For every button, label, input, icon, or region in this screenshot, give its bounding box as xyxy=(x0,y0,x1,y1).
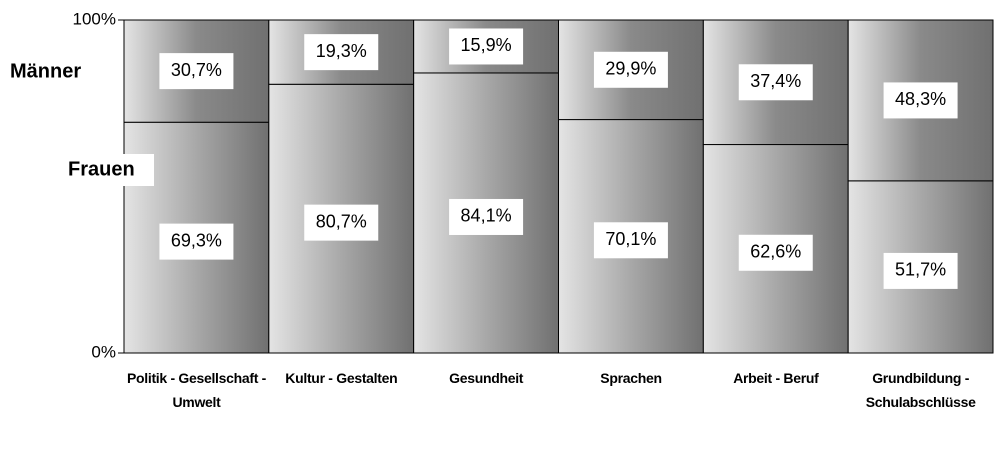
value-label: 51,7% xyxy=(895,260,946,280)
y-tick-label: 0% xyxy=(91,342,116,361)
x-tick-label: Grundbildung - Schulabschlüsse xyxy=(865,370,976,410)
value-label: 80,7% xyxy=(316,211,367,231)
x-tick-label: Gesundheit xyxy=(449,370,524,386)
legend-label: Männer xyxy=(10,60,81,82)
value-label: 19,3% xyxy=(316,41,367,61)
value-label-box xyxy=(883,252,958,289)
value-label-box xyxy=(738,64,813,101)
x-tick-label: Arbeit - Beruf xyxy=(733,370,819,386)
value-label-box xyxy=(449,28,524,65)
value-label-box xyxy=(159,223,234,260)
value-label: 37,4% xyxy=(750,71,801,91)
legend-label: Frauen xyxy=(68,158,135,180)
y-tick-label: 100% xyxy=(73,9,116,28)
value-label: 62,6% xyxy=(750,242,801,262)
value-label: 69,3% xyxy=(171,230,222,250)
value-label: 15,9% xyxy=(461,35,512,55)
value-label-box xyxy=(593,222,668,259)
value-label-box xyxy=(159,53,234,90)
legend-box xyxy=(64,154,154,186)
value-label-box xyxy=(304,204,379,241)
value-label: 70,1% xyxy=(605,229,656,249)
value-label: 30,7% xyxy=(171,60,222,80)
x-tick-label: Sprachen xyxy=(600,370,662,386)
value-label-box xyxy=(738,234,813,271)
x-tick-label: Kultur - Gestalten xyxy=(285,370,398,386)
value-label-box xyxy=(304,34,379,71)
value-label: 48,3% xyxy=(895,89,946,109)
value-label-box xyxy=(593,51,668,88)
value-label-box xyxy=(449,198,524,235)
value-label: 29,9% xyxy=(605,59,656,79)
value-label: 84,1% xyxy=(461,206,512,226)
x-tick-label: Politik - Gesellschaft - Umwelt xyxy=(126,370,267,410)
value-label-box xyxy=(883,82,958,119)
